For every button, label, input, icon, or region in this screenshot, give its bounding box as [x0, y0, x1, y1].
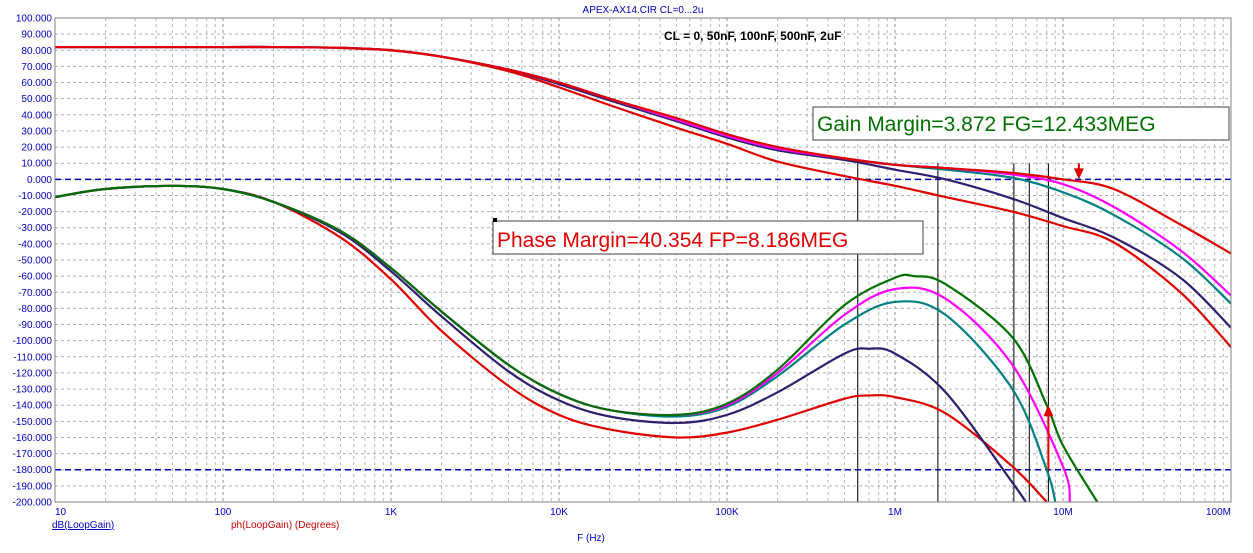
y-tick-label: -80.000	[18, 304, 52, 315]
series-line-phase-9	[55, 184, 1099, 502]
y-tick-labels: 100.000 90.000 80.000 70.000 60.000 50.000 40.…	[13, 14, 53, 509]
phase-margin-box	[492, 220, 924, 255]
gain-margin-annotation: Gain Margin=3.872 FG=12.433MEG	[817, 113, 1156, 136]
y-tick-label: 70.000	[21, 62, 52, 73]
y-tick-label: 60.000	[21, 78, 52, 89]
y-tick-label: -190.000	[13, 481, 53, 492]
y-tick-label: -120.000	[13, 368, 53, 379]
y-tick-label: -70.000	[18, 288, 52, 299]
y-tick-label: -60.000	[18, 272, 52, 283]
series-line-dB-4	[55, 45, 1231, 255]
y-tick-label: 80.000	[21, 46, 52, 57]
plot-frame	[54, 17, 1232, 503]
x-tick-label: 10M	[1053, 507, 1072, 518]
y-tick-label: -130.000	[13, 385, 53, 396]
y-tick-label: -90.000	[18, 320, 52, 331]
y-tick-label: 100.000	[16, 14, 53, 25]
phase-margin-annotation: Phase Margin=40.354 FP=8.186MEG	[497, 229, 848, 252]
y-tick-label: -40.000	[18, 239, 52, 250]
arrow-head	[1073, 168, 1084, 180]
y-tick-label: -10.000	[18, 191, 52, 202]
y-tick-label: 10.000	[21, 159, 52, 170]
x-tick-label: 1K	[385, 507, 398, 518]
y-tick-label: -100.000	[13, 336, 53, 347]
y-tick-label: -110.000	[13, 352, 52, 363]
y-tick-label: -20.000	[18, 207, 52, 218]
x-tick-label: 1M	[888, 507, 902, 518]
y-tick-label: -180.000	[13, 465, 53, 476]
x-tick-label: 100M	[1206, 507, 1231, 518]
y-tick-label: -160.000	[13, 433, 53, 444]
y-tick-label: -200.000	[13, 498, 53, 509]
legend-entry-db: dB(LoopGain)	[52, 520, 114, 531]
chart-title: APEX-AX14.CIR CL=0...2u	[583, 5, 704, 16]
y-tick-label: -170.000	[13, 449, 53, 460]
chart-subtitle: CL = 0, 50nF, 100nF, 500nF, 2uF	[664, 29, 842, 43]
x-tick-labels: 10 100 1K 10K 100K 1M 10M 100M	[55, 507, 1231, 518]
x-tick-label: 10	[55, 507, 67, 518]
legend-entry-phase: ph(LoopGain) (Degrees)	[231, 520, 339, 531]
y-tick-label: 90.000	[21, 30, 52, 41]
reference-lines	[55, 178, 1231, 471]
x-tick-label: 10K	[550, 507, 568, 518]
y-tick-label: -50.000	[18, 256, 52, 267]
phase-margin-box-handle	[493, 218, 497, 222]
y-tick-label: -30.000	[18, 223, 52, 234]
arrow-layer	[1043, 163, 1084, 470]
arrow-head	[1043, 405, 1054, 417]
x-tick-label: 100	[215, 507, 232, 518]
x-axis-label: F (Hz)	[577, 533, 605, 544]
y-tick-label: 40.000	[21, 110, 52, 121]
y-tick-label: 0.000	[27, 175, 52, 186]
series-layer	[55, 45, 1231, 502]
y-tick-label: -150.000	[13, 417, 53, 428]
y-tick-label: 30.000	[21, 126, 52, 137]
y-tick-label: 20.000	[21, 143, 52, 154]
x-tick-label: 100K	[715, 507, 739, 518]
y-tick-label: -140.000	[13, 401, 53, 412]
marker-lines	[857, 163, 1049, 502]
gain-margin-box	[812, 106, 1230, 141]
y-tick-label: 50.000	[21, 94, 52, 105]
